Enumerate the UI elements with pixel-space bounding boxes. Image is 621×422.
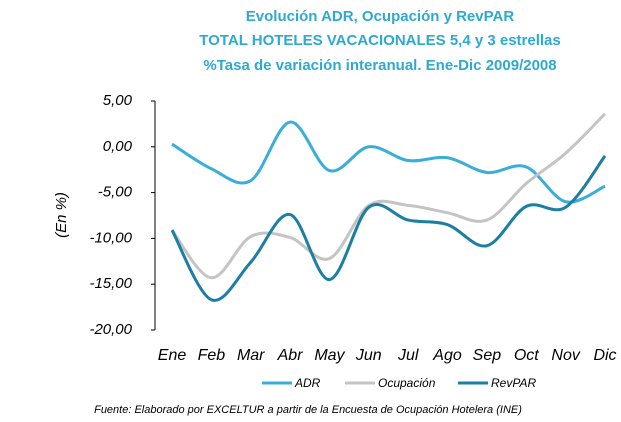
chart-title: Evolución ADR, Ocupación y RevPAR xyxy=(246,8,515,25)
chart-title: TOTAL HOTELES VACACIONALES 5,4 y 3 estre… xyxy=(199,32,561,49)
x-tick-label: Ene xyxy=(158,347,187,364)
x-tick-label: Ago xyxy=(432,347,462,364)
x-tick-label: Sep xyxy=(473,347,502,364)
x-tick-label: Oct xyxy=(514,347,539,364)
y-tick-label: 5,00 xyxy=(103,92,133,109)
x-tick-label: Nov xyxy=(551,347,580,364)
chart-title: %Tasa de variación interanual. Ene-Dic 2… xyxy=(203,57,556,74)
x-tick-label: Dic xyxy=(593,347,616,364)
series-line xyxy=(170,112,607,280)
y-tick-label: -10,00 xyxy=(89,229,132,246)
x-tick-label: Jun xyxy=(355,347,382,364)
series-line xyxy=(170,155,607,302)
x-tick-label: Jul xyxy=(397,347,419,364)
y-axis-label: (En %) xyxy=(53,192,70,238)
y-tick-label: -15,00 xyxy=(89,275,132,292)
x-tick-label: May xyxy=(314,347,345,364)
legend-label: ADR xyxy=(294,376,321,390)
y-tick-label: -5,00 xyxy=(98,184,133,201)
legend-label: RevPAR xyxy=(491,376,536,390)
x-tick-label: Abr xyxy=(277,347,304,364)
x-tick-label: Mar xyxy=(237,347,265,364)
source-note: Fuente: Elaborado por EXCELTUR a partir … xyxy=(94,404,522,416)
y-tick-label: 0,00 xyxy=(103,138,133,155)
y-tick-label: -20,00 xyxy=(89,321,132,338)
x-tick-label: Feb xyxy=(198,347,226,364)
series-line xyxy=(171,120,606,204)
legend-label: Ocupación xyxy=(378,376,436,390)
